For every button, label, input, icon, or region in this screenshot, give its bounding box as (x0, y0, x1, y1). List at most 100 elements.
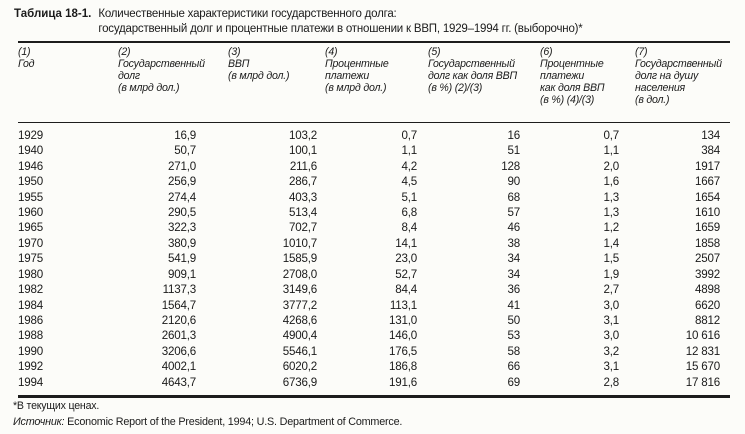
value-cell: 46 (507, 221, 521, 235)
value-cell: 1917 (695, 159, 720, 173)
value-cell: 3,0 (603, 298, 619, 312)
column-label: Государственный долг как доля ВВП (в %) … (428, 58, 517, 94)
value-cell: 271,0 (167, 159, 196, 173)
year-cell: 1965 (18, 221, 43, 235)
year-cell: 1980 (18, 267, 43, 281)
column-number: (7) (635, 46, 648, 59)
value-cell: 38 (507, 236, 521, 250)
value-cell: 702,7 (288, 221, 317, 235)
table-row: 1992 4002,1 6020,2 186,8 66 3,1 15 670 (18, 359, 730, 374)
value-cell: 1,1 (603, 144, 619, 158)
value-cell: 274,4 (167, 190, 196, 204)
column-header-3: (3) ВВП (в млрд дол.) (228, 47, 325, 122)
value-cell: 50,7 (174, 144, 196, 158)
table-row: 1955 274,4 403,3 5,1 68 1,3 1654 (18, 190, 730, 205)
column-number: (5) (428, 46, 441, 59)
value-cell: 191,6 (388, 375, 417, 389)
column-label: ВВП (в млрд дол.) (228, 58, 290, 82)
value-cell: 256,9 (167, 175, 196, 189)
column-header-1: (1) Год (18, 47, 118, 122)
value-cell: 6,8 (401, 205, 417, 219)
value-cell: 66 (507, 360, 521, 374)
value-cell: 186,8 (388, 360, 417, 374)
column-label: Государственный долг (в млрд дол.) (118, 58, 205, 94)
column-label: Государственный долг на душу населения (… (635, 58, 722, 106)
value-cell: 1610 (695, 205, 720, 219)
value-cell: 1659 (695, 221, 720, 235)
table-title-text: Количественные характеристики государств… (98, 7, 582, 37)
year-cell: 1940 (18, 144, 43, 158)
table-row: 1990 3206,6 5546,1 176,5 58 3,2 12 831 (18, 344, 730, 359)
column-number: (1) (18, 46, 31, 59)
value-cell: 69 (507, 375, 521, 389)
value-cell: 1010,7 (282, 236, 317, 250)
value-cell: 1585,9 (282, 252, 317, 266)
value-cell: 1,3 (603, 205, 619, 219)
value-cell: 3777,2 (282, 298, 317, 312)
value-cell: 384 (701, 144, 720, 158)
value-cell: 57 (507, 205, 521, 219)
value-cell: 211,6 (289, 159, 317, 173)
value-cell: 100,1 (288, 144, 317, 158)
table-row: 1929 16,9 103,2 0,7 16 0,7 134 (18, 128, 730, 143)
value-cell: 2,8 (603, 375, 619, 389)
table-row: 1940 50,7 100,1 1,1 51 1,1 384 (18, 143, 730, 158)
year-cell: 1988 (18, 329, 43, 343)
value-cell: 146,0 (388, 329, 417, 343)
value-cell: 3,0 (603, 329, 619, 343)
value-cell: 2601,3 (161, 329, 196, 343)
value-cell: 34 (507, 267, 521, 281)
table-row: 1965 322,3 702,7 8,4 46 1,2 1659 (18, 220, 730, 235)
year-cell: 1960 (18, 205, 43, 219)
value-cell: 1,2 (603, 221, 619, 235)
year-cell: 1970 (18, 236, 43, 250)
value-cell: 16 (507, 128, 521, 142)
value-cell: 23,0 (395, 252, 417, 266)
year-cell: 1990 (18, 344, 43, 358)
year-cell: 1946 (18, 159, 43, 173)
year-cell: 1994 (18, 375, 43, 389)
value-cell: 3992 (695, 267, 720, 281)
year-cell: 1950 (18, 175, 43, 189)
value-cell: 322,3 (167, 221, 196, 235)
value-cell: 1858 (695, 236, 720, 250)
value-cell: 50 (507, 314, 521, 328)
value-cell: 513,4 (288, 205, 317, 219)
value-cell: 3,1 (603, 360, 619, 374)
column-number: (2) (118, 46, 131, 59)
value-cell: 0,7 (401, 128, 417, 142)
value-cell: 4,5 (401, 175, 417, 189)
value-cell: 1667 (695, 175, 720, 189)
value-cell: 1564,7 (161, 298, 196, 312)
value-cell: 541,9 (167, 252, 196, 266)
year-cell: 1992 (18, 360, 43, 374)
value-cell: 1,5 (603, 252, 619, 266)
value-cell: 6620 (695, 298, 720, 312)
value-cell: 51 (507, 144, 521, 158)
value-cell: 2120,6 (161, 314, 196, 328)
table-row: 1980 909,1 2708,0 52,7 34 1,9 3992 (18, 267, 730, 282)
value-cell: 58 (507, 344, 521, 358)
year-cell: 1955 (18, 190, 43, 204)
table-row: 1994 4643,7 6736,9 191,6 69 2,8 17 816 (18, 375, 730, 390)
value-cell: 3,1 (603, 314, 619, 328)
value-cell: 4268,6 (282, 314, 317, 328)
value-cell: 15 670 (685, 360, 720, 374)
value-cell: 4898 (695, 283, 720, 297)
table-number-label: Таблица 18-1. (14, 8, 92, 20)
table-row: 1975 541,9 1585,9 23,0 34 1,5 2507 (18, 251, 730, 266)
value-cell: 0,7 (603, 128, 619, 142)
value-cell: 380,9 (167, 236, 196, 250)
table-body: 1929 16,9 103,2 0,7 16 0,7 134 1940 50,7 100,1 1,1… (18, 123, 730, 395)
value-cell: 1654 (695, 190, 720, 204)
table-row: 1988 2601,3 4900,4 146,0 53 3,0 10 616 (18, 328, 730, 343)
table-header-row: (1) Год (2) Государственный долг (в млрд до… (18, 43, 730, 122)
value-cell: 36 (507, 283, 521, 297)
value-cell: 4643,7 (161, 375, 196, 389)
data-table: (1) Год (2) Государственный долг (в млрд до… (18, 41, 730, 398)
value-cell: 909,1 (167, 267, 196, 281)
value-cell: 134 (701, 128, 720, 142)
value-cell: 1,1 (401, 144, 417, 158)
value-cell: 90 (507, 175, 521, 189)
